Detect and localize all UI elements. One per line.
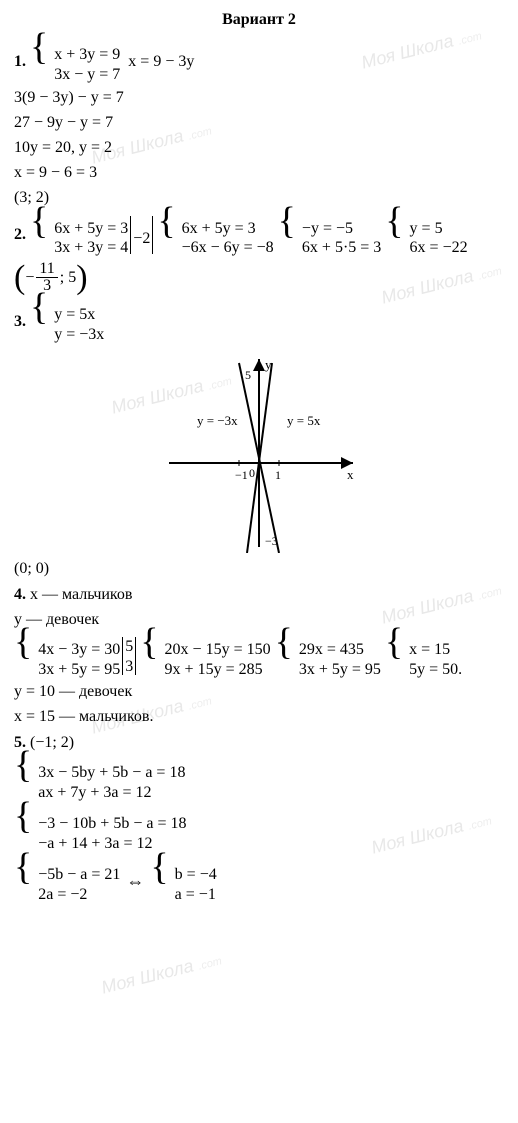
- p1-eq1: x + 3y = 9: [54, 45, 120, 65]
- p5-s1: { 3x − 5by + 5b − a = 18 ax + 7y + 3a = …: [14, 756, 504, 803]
- brace-icon: {: [14, 795, 32, 837]
- p2-s1e1: 6x + 5y = 3: [54, 219, 128, 238]
- p3-e1: y = 5x: [54, 305, 104, 325]
- svg-text:y = −3x: y = −3x: [197, 413, 238, 428]
- brace-icon: {: [157, 200, 175, 242]
- p1-step: 27 − 9y − y = 7: [14, 111, 504, 135]
- p1-answer: (3; 2): [14, 186, 504, 210]
- p1-header: 1. { x + 3y = 9 3x − y = 7 x = 9 − 3y: [14, 38, 504, 85]
- p2-s2e1: 6x + 5y = 3: [182, 219, 274, 238]
- svg-text:5: 5: [245, 368, 251, 382]
- brace-icon: {: [385, 200, 403, 242]
- svg-text:1: 1: [275, 468, 281, 482]
- p1-sub: x = 9 − 3y: [128, 50, 194, 74]
- brace-icon: {: [140, 621, 158, 663]
- page-title: Вариант 2: [14, 8, 504, 32]
- p1-eq2: 3x − y = 7: [54, 65, 120, 85]
- p4-num: 4.: [14, 586, 26, 603]
- brace-icon: {: [30, 26, 48, 68]
- graph-plot: −110yx5−3y = −3xy = 5x: [159, 353, 359, 553]
- p1-step: 10y = 20, y = 2: [14, 136, 504, 160]
- p4-def1: x — мальчиков: [30, 586, 132, 603]
- p4-def2: y — девочек: [14, 608, 504, 632]
- p5-point: (−1; 2): [30, 734, 74, 751]
- p2-s3e1: −y = −5: [302, 219, 381, 238]
- svg-text:y = 5x: y = 5x: [287, 413, 321, 428]
- p1-num: 1.: [14, 50, 26, 74]
- p2-s2e2: −6x − 6y = −8: [182, 238, 274, 257]
- p2-s1e2: 3x + 3y = 4: [54, 238, 128, 257]
- iff-icon: ⇔: [126, 868, 144, 895]
- p5-s2: { −3 − 10b + 5b − a = 18 −a + 14 + 3a = …: [14, 807, 504, 854]
- brace-icon: {: [278, 200, 296, 242]
- p3-row: 3. { y = 5x y = −3x: [14, 298, 504, 345]
- p4-ans2: x = 15 — мальчиков.: [14, 705, 504, 729]
- svg-text:x: x: [347, 467, 354, 482]
- brace-icon: {: [385, 621, 403, 663]
- p4-row: { 4x − 3y = 30 3x + 5y = 95 53 { 20x − 1…: [14, 633, 504, 678]
- p3-e2: y = −3x: [54, 325, 104, 345]
- p2-answer: ( − 113 ; 5 ): [14, 261, 504, 294]
- p1-step: 3(9 − 3y) − y = 7: [14, 86, 504, 110]
- brace-icon: {: [14, 744, 32, 786]
- brace-icon: {: [14, 846, 32, 888]
- brace-icon: {: [275, 621, 293, 663]
- p4-ans1: y = 10 — девочек: [14, 680, 504, 704]
- svg-text:0: 0: [249, 466, 255, 480]
- brace-icon: {: [150, 846, 168, 888]
- brace-icon: {: [14, 621, 32, 663]
- p2-s3e2: 6x + 5·5 = 3: [302, 238, 381, 257]
- brace-icon: {: [30, 286, 48, 328]
- p2-row: 2. { 6x + 5y = 3 3x + 3y = 4 −2 { 6x + 5…: [14, 212, 504, 257]
- p2-num: 2.: [14, 223, 26, 247]
- p2-s4e1: y = 5: [410, 219, 468, 238]
- svg-text:−1: −1: [235, 468, 248, 482]
- p1-step: x = 9 − 6 = 3: [14, 161, 504, 185]
- brace-icon: {: [30, 200, 48, 242]
- p3-num: 3.: [14, 310, 26, 334]
- p3-answer: (0; 0): [14, 557, 504, 581]
- watermark: Моя Школа .com: [99, 946, 225, 1002]
- p2-s4e2: 6x = −22: [410, 238, 468, 257]
- p5-s34: { −5b − a = 21 2a = −2 ⇔ { b = −4 a = −1: [14, 858, 504, 905]
